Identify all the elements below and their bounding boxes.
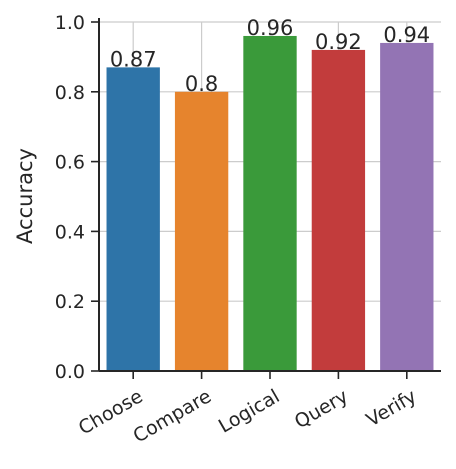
bar [174,91,229,372]
x-tick-label: Compare [129,385,215,447]
y-tick-label: 0.8 [55,82,85,104]
bar-value-label: 0.8 [185,72,218,96]
bar [311,49,366,372]
bar-value-label: 0.87 [110,47,157,71]
x-tick-label: Verify [363,385,421,431]
y-tick-label: 0.4 [55,221,85,243]
bar [380,42,434,371]
bar-value-label: 0.96 [247,16,294,40]
bar [106,67,160,372]
x-tick-label: Query [291,385,352,433]
y-tick-label: 0.0 [55,361,85,383]
y-tick-label: 0.2 [55,291,85,313]
axes-layer [91,18,441,379]
y-tick-label: 1.0 [55,12,85,34]
bar-value-label: 0.94 [383,23,430,47]
bars-layer [106,35,434,372]
bar-value-label: 0.92 [315,30,362,54]
y-axis-label: Accuracy [13,148,37,244]
x-tick-label: Logical [215,385,284,437]
bar [243,35,297,372]
y-tick-label: 0.6 [55,152,85,174]
